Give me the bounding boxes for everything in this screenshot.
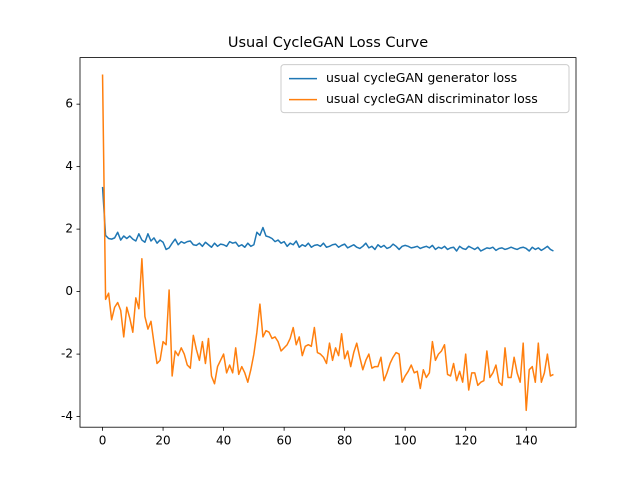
x-tick-label: 60 — [276, 434, 291, 448]
chart-title: Usual CycleGAN Loss Curve — [228, 35, 428, 51]
y-tick-label: 6 — [65, 97, 73, 111]
line-series — [101, 74, 554, 412]
legend-text: usual cycleGAN generator loss — [326, 70, 517, 85]
y-tick-label: -2 — [61, 347, 73, 361]
y-tick-label: 4 — [65, 159, 73, 173]
x-tick-label: 140 — [515, 434, 538, 448]
y-tick-label: 0 — [65, 284, 73, 298]
x-tick-label: 40 — [216, 434, 231, 448]
x-tick-label: 20 — [155, 434, 170, 448]
legend-box — [280, 64, 570, 114]
plot-frame — [79, 57, 577, 428]
legend-text: usual cycleGAN discriminator loss — [326, 91, 538, 106]
y-tick-label: -4 — [61, 409, 73, 423]
x-tick-label: 0 — [99, 434, 107, 448]
x-tick-label: 80 — [337, 434, 352, 448]
x-tick-label: 100 — [394, 434, 417, 448]
y-tick-label: 2 — [65, 222, 73, 236]
x-tick-label: 120 — [454, 434, 477, 448]
line-series — [101, 186, 554, 252]
